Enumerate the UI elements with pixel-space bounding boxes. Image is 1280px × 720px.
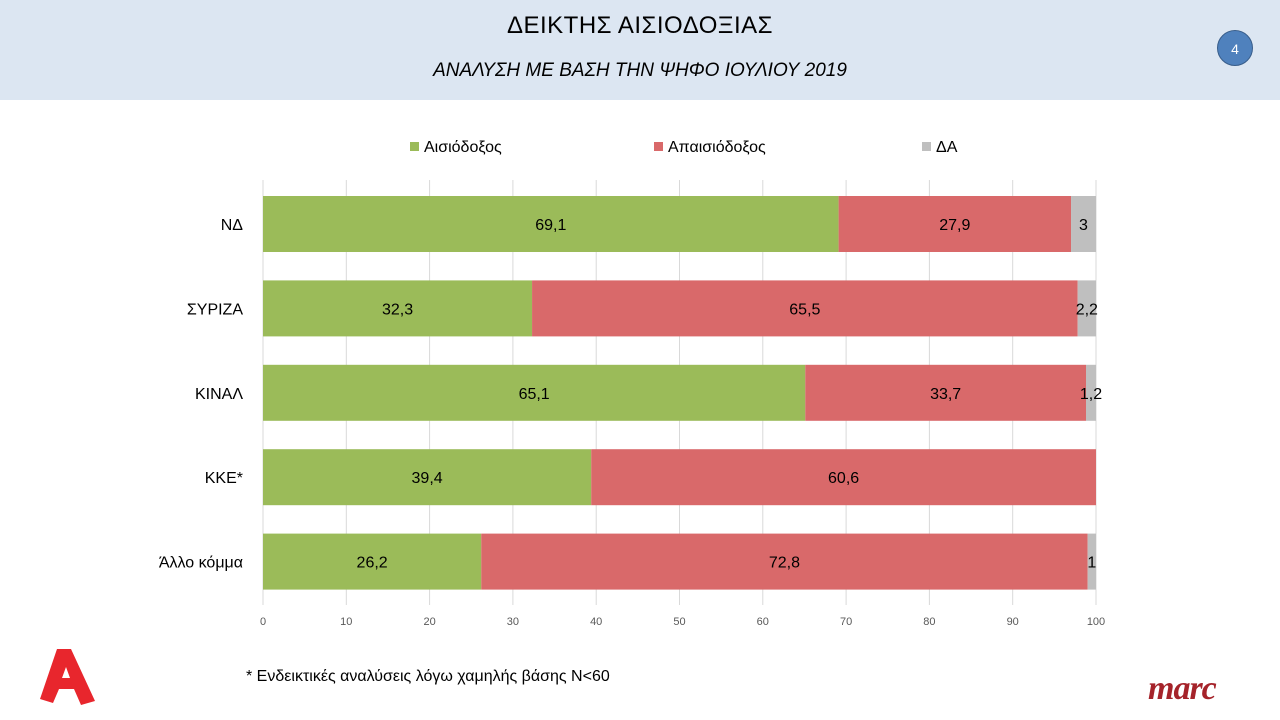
bar-segment: [532, 280, 1078, 337]
x-tick-label: 80: [923, 616, 935, 628]
category-label: ΣΥΡΙΖΑ: [187, 301, 243, 318]
x-tick-label: 50: [673, 616, 685, 628]
stacked-bar-chart: 0 10 20 30 40 50 60 70 80 90 100 Αισιόδοξος Απαισιόδ…: [159, 139, 1105, 628]
data-label: 32,3: [382, 301, 413, 318]
x-tick-label: 10: [340, 616, 352, 628]
bar-segment: [591, 449, 1096, 506]
legend-label: Αισιόδοξος: [424, 139, 502, 156]
category-label: Άλλο κόμμα: [159, 555, 243, 572]
data-label: 72,8: [769, 555, 800, 572]
marc-logo: marc: [1148, 670, 1217, 707]
bar-segment: [263, 280, 533, 337]
header-band: ΔΕΙΚΤΗΣ ΑΙΣΙΟΔΟΞΙΑΣ ΑΝΑΛΥΣΗ ΜΕ ΒΑΣΗ ΤΗΝ …: [0, 0, 1280, 100]
data-label: 2,2: [1076, 301, 1098, 318]
bar-segment: [838, 196, 1072, 252]
page-number-badge: 4: [1217, 30, 1253, 66]
data-label: 1,2: [1080, 386, 1102, 403]
bar-segment: [481, 533, 1088, 590]
category-label: ΚΚΕ*: [205, 470, 243, 487]
x-tick-label: 70: [840, 616, 852, 628]
bar-segment: [263, 449, 592, 506]
data-label: 65,1: [519, 386, 550, 403]
category-label: ΚΙΝΑΛ: [195, 386, 243, 403]
data-label: 1: [1087, 555, 1096, 572]
x-tick-label: 20: [423, 616, 435, 628]
legend-swatch: [922, 142, 931, 151]
data-label: 27,9: [939, 217, 970, 234]
data-label: 3: [1079, 217, 1088, 234]
data-label: 39,4: [412, 470, 443, 487]
page-title: ΔΕΙΚΤΗΣ ΑΙΣΙΟΔΟΞΙΑΣ: [506, 12, 774, 39]
bar-segment: [1086, 364, 1096, 421]
data-label: 69,1: [535, 217, 566, 234]
data-label: 60,6: [828, 470, 859, 487]
legend-label: Απαισιόδοξος: [668, 139, 766, 156]
bar-segment: [263, 364, 806, 421]
data-label: 26,2: [357, 555, 388, 572]
footnote: * Ενδεικτικές αναλύσεις λόγω χαμηλής βάσ…: [246, 668, 610, 685]
bar-segment: [1071, 196, 1096, 252]
bar-segment: [1077, 280, 1096, 337]
data-label: 33,7: [930, 386, 961, 403]
bar-segment: [1087, 533, 1096, 590]
bar-segment: [805, 364, 1087, 421]
bar-segment: [263, 533, 482, 590]
x-tick-label: 30: [507, 616, 519, 628]
x-tick-label: 40: [590, 616, 602, 628]
x-tick-label: 60: [757, 616, 769, 628]
legend-label: ΔΑ: [936, 139, 958, 156]
bar-segment: [263, 196, 839, 252]
alpha-logo: [40, 649, 95, 705]
x-tick-label: 90: [1007, 616, 1019, 628]
x-tick-label: 100: [1087, 616, 1105, 628]
data-label: 65,5: [789, 301, 820, 318]
page-subtitle: ΑΝΑΛΥΣΗ ΜΕ ΒΑΣΗ ΤΗΝ ΨΗΦΟ ΙΟΥΛΙΟΥ 2019: [433, 60, 847, 81]
x-tick-label: 0: [260, 616, 266, 628]
category-label: ΝΔ: [221, 217, 244, 234]
legend-swatch: [410, 142, 419, 151]
legend-swatch: [654, 142, 663, 151]
